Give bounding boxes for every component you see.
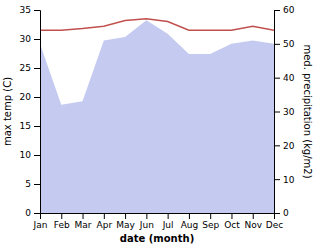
y2-axis: 0 10 20 30 40 50 60 — [274, 5, 295, 218]
tick-mark — [34, 155, 40, 156]
tick: 0 — [25, 208, 40, 218]
tick-label: 10 — [20, 150, 32, 160]
tick-mark — [34, 184, 40, 185]
axis-line — [275, 11, 281, 214]
tick: 40 — [274, 73, 295, 83]
tick-label: Jul — [162, 220, 174, 230]
tick: Sep — [202, 213, 219, 230]
tick: 10 — [274, 175, 295, 185]
tick-label: Apr — [97, 220, 113, 230]
tick: 25 — [20, 63, 40, 73]
tick-label: 0 — [283, 208, 289, 218]
tick-mark — [274, 78, 280, 79]
tick: Feb — [54, 213, 70, 230]
tick-mark — [104, 213, 105, 219]
tick-mark — [274, 112, 280, 113]
tick-label: 15 — [20, 121, 31, 131]
tick-label: Oct — [224, 220, 240, 230]
tick-label: Mar — [75, 220, 92, 230]
tick-mark — [231, 213, 232, 219]
tick-label: Jun — [139, 220, 154, 230]
tick-mark — [274, 44, 280, 45]
tick-label: Feb — [54, 220, 70, 230]
tick-label: 50 — [283, 39, 295, 49]
tick: 20 — [20, 92, 40, 102]
tick-mark — [34, 97, 40, 98]
tick: 30 — [274, 107, 295, 117]
tick-mark — [34, 213, 40, 214]
tick-label: 20 — [283, 141, 295, 151]
marks — [40, 19, 274, 213]
tick: 30 — [20, 34, 40, 44]
tick: 20 — [274, 141, 295, 151]
tick-label: Aug — [181, 220, 199, 230]
tick-label: Sep — [202, 220, 219, 230]
line — [40, 19, 274, 31]
tick: May — [116, 213, 135, 230]
tick-label: 20 — [20, 92, 32, 102]
axis-line — [41, 214, 275, 220]
tick-label: 5 — [25, 179, 31, 189]
tick: 60 — [274, 5, 295, 15]
tick: 35 — [20, 5, 40, 15]
tick: 0 — [274, 208, 289, 218]
tick-label: 60 — [283, 5, 295, 15]
tick-mark — [34, 68, 40, 69]
x-axis-title: date (month) — [120, 233, 194, 244]
area — [40, 20, 274, 213]
tick: 10 — [20, 150, 40, 160]
tick-label: 40 — [283, 73, 295, 83]
tick-mark — [168, 213, 169, 219]
tick-label: 30 — [20, 34, 32, 44]
tick-mark — [61, 213, 62, 219]
tick: Jan — [33, 213, 48, 230]
plot: JanFebMarAprMayJunJulAugSepOctNovDec0510… — [2, 5, 313, 244]
axis-line — [34, 11, 41, 214]
tick-label: 25 — [20, 63, 31, 73]
tick-mark — [125, 213, 126, 219]
tick-label: May — [116, 220, 135, 230]
tick-label: 10 — [283, 175, 295, 185]
tick-label: Dec — [266, 220, 283, 230]
tick-mark — [34, 39, 40, 40]
tick-mark — [274, 213, 280, 214]
tick: 5 — [25, 179, 40, 189]
tick-label: 35 — [20, 5, 31, 15]
y2-axis-title: med. precipitation (kg/m2) — [302, 44, 313, 178]
tick: Oct — [224, 213, 240, 230]
tick-mark — [253, 213, 254, 219]
y-axis-title: max temp (C) — [2, 77, 13, 146]
tick: Dec — [266, 213, 283, 230]
tick-mark — [146, 213, 147, 219]
tick-mark — [83, 213, 84, 219]
tick-label: Nov — [244, 220, 262, 230]
tick-mark — [274, 179, 280, 180]
x-axis: Jan Feb Mar AprMay Jun Jul AugSep Oct Nov Dec — [33, 213, 284, 230]
tick-mark — [274, 10, 280, 11]
tick-mark — [189, 213, 190, 219]
tick: Jun — [139, 213, 154, 230]
tick: Nov — [244, 213, 262, 230]
tick-mark — [34, 126, 40, 127]
tick: Aug — [181, 213, 199, 230]
tick-mark — [210, 213, 211, 219]
tick-label: 0 — [25, 208, 31, 218]
tick-label: 30 — [283, 107, 295, 117]
tick-mark — [34, 10, 40, 11]
tick-mark — [274, 145, 280, 146]
tick: Jul — [162, 213, 174, 230]
tick-label: Jan — [33, 220, 48, 230]
tick: 50 — [274, 39, 295, 49]
y-axis: 0 5 10 15 20 25 30 35 — [20, 5, 41, 218]
tick: Mar — [75, 213, 92, 230]
chart: JanFebMarAprMayJunJulAugSepOctNovDec0510… — [0, 0, 318, 247]
tick: 15 — [20, 121, 40, 131]
tick: Apr — [97, 213, 113, 230]
